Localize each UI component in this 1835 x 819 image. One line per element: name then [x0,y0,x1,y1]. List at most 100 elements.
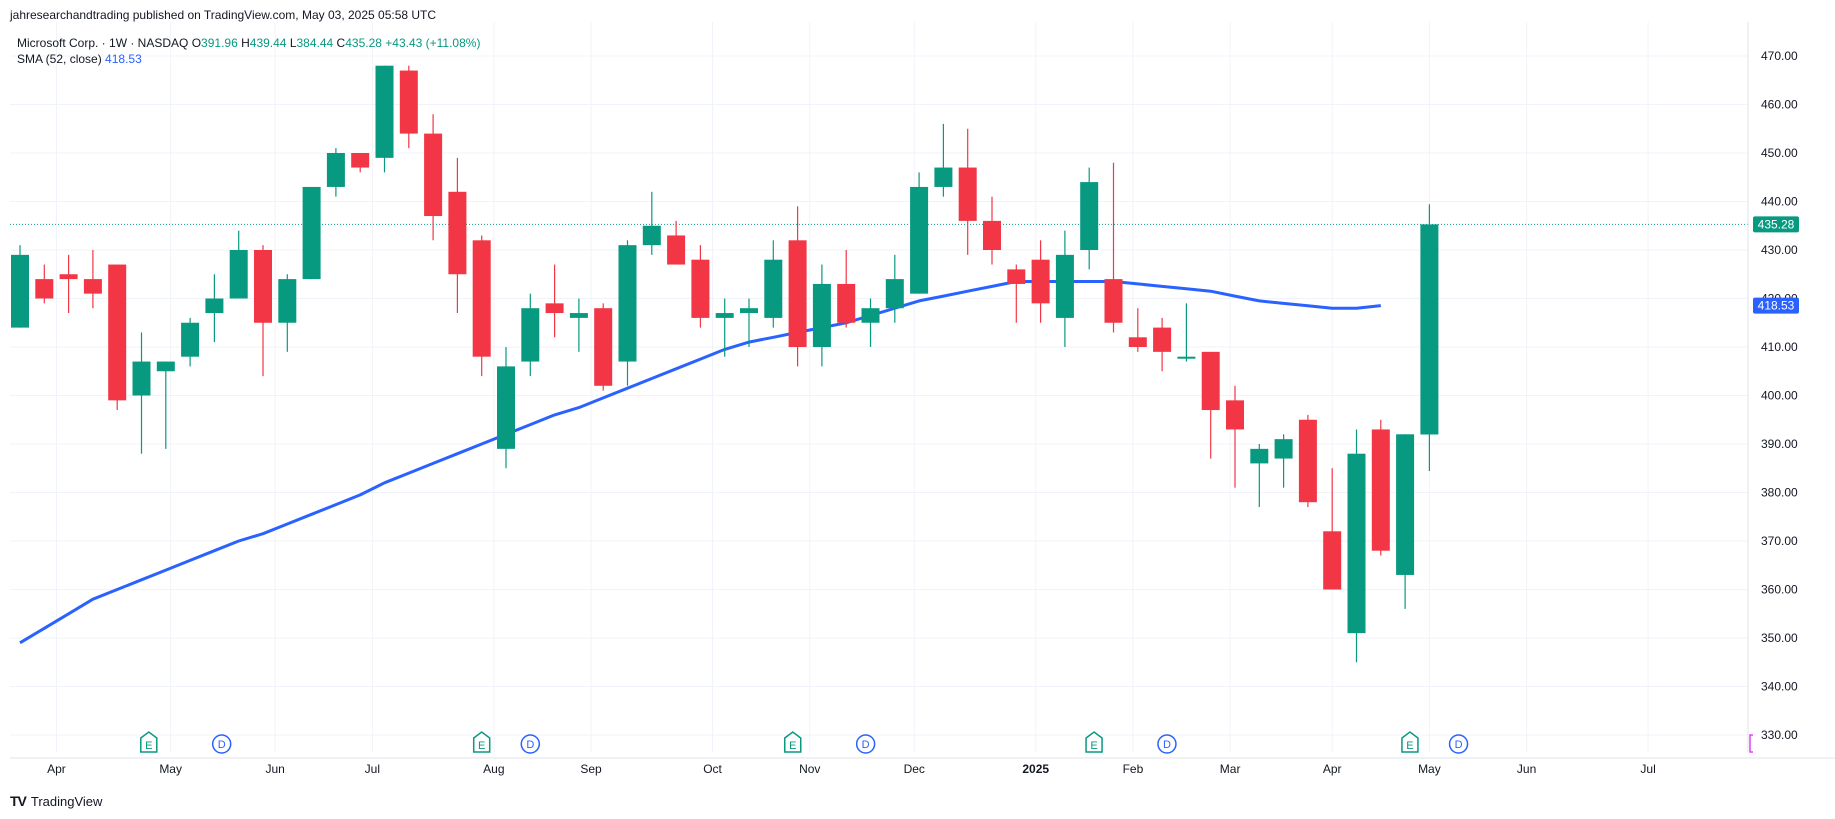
event-markers: E E E E ED D D D D [140,731,1753,754]
candle-body [812,283,831,347]
dividend-icon [520,734,541,754]
candle [764,240,783,328]
earnings-icon [783,731,802,753]
candle-body [302,186,321,280]
candle-body [1031,259,1050,304]
publish-line: jahresearchandtrading published on Tradi… [10,8,437,22]
last-price-tag: 435.28 [1753,216,1799,233]
change-value: +43.43 (+11.08%) [385,36,481,50]
tradingview-logo[interactable]: TV TradingView [10,793,102,809]
candle [788,206,807,367]
sma-price-tag-text: 418.53 [1758,299,1795,313]
candle [472,235,491,377]
grid [10,22,1748,752]
y-tick-label: 350.00 [1761,631,1798,645]
candle [594,303,613,391]
candle [1055,230,1074,347]
earnings-marker-label: E [1090,740,1097,752]
x-tick-label: Feb [1123,762,1144,776]
candle [181,317,200,367]
earnings-marker-label: E [478,740,485,752]
candle [1420,204,1439,471]
candle [983,196,1001,265]
x-tick-label: Aug [483,762,504,776]
chart-legend: Microsoft Corp. · 1W · NASDAQ O391.96 H4… [17,35,480,67]
candle [1250,444,1269,508]
candle [83,250,102,309]
candle-body [1298,419,1317,503]
sma-legend-row: SMA (52, close) 418.53 [17,51,480,67]
candle [1371,419,1390,556]
y-tick-label: 400.00 [1761,389,1798,403]
symbol-label[interactable]: Microsoft Corp. · 1W · NASDAQ [17,36,189,50]
candle [667,220,686,265]
candle-body [1177,356,1196,359]
y-tick-label: 370.00 [1761,534,1798,548]
x-tick-label: Mar [1220,762,1241,776]
dividend-marker-label: D [218,739,226,751]
x-tick-label: 2025 [1022,762,1049,776]
candle [399,65,418,149]
earnings-marker-label: E [145,740,152,752]
candle [837,250,856,328]
y-tick-label: 460.00 [1761,98,1798,112]
candle-body [278,279,297,323]
x-tick-label: Apr [1323,762,1342,776]
candle [545,264,564,338]
candle-body [205,298,224,314]
candle-body [740,308,758,314]
x-tick-label: Jun [265,762,284,776]
candle-body [181,322,200,357]
candle-body [351,153,370,168]
candle [35,264,54,304]
ohlc-legend-row: Microsoft Corp. · 1W · NASDAQ O391.96 H4… [17,35,480,51]
candle-body [59,274,78,280]
candle [205,274,224,343]
close-value: 435.28 [345,36,382,50]
candle [1226,385,1244,488]
candle-body [1347,453,1366,634]
y-tick-label: 410.00 [1761,340,1798,354]
high-label: H [241,36,250,50]
candle [1153,317,1172,372]
candle-body [83,279,102,294]
dividend-marker: D [855,734,876,754]
candle-body [1420,224,1439,435]
candle-body [132,361,151,396]
candle [740,298,758,347]
dividend-marker-label: D [862,739,870,751]
earnings-marker: E [1401,731,1419,753]
candle [1007,264,1026,323]
dividend-marker: D [1157,734,1177,754]
sma-price-tag: 418.53 [1753,297,1799,314]
x-tick-label: May [159,762,182,776]
candle-body [254,250,272,323]
earnings-icon [140,731,158,753]
candle [1323,468,1342,590]
candle-body [326,153,345,187]
dividend-icon [1448,734,1469,754]
axes: 470.00460.00450.00440.00430.00420.00410.… [10,22,1835,776]
sma-label[interactable]: SMA (52, close) [17,52,102,66]
sma-value: 418.53 [105,52,142,66]
candle-body [642,225,661,246]
candle-body [1274,439,1293,459]
x-tick-label: Jul [365,762,380,776]
candle [1031,240,1050,323]
candle [1396,434,1415,609]
sma-price-tag-box [1753,297,1799,314]
candle [934,123,953,197]
x-tick-label: Apr [47,762,66,776]
y-tick-label: 470.00 [1761,49,1798,63]
candle [59,254,78,314]
candle-body [448,191,467,275]
dividend-marker-label: D [1455,739,1463,751]
candle [1274,434,1293,488]
candle-body [472,240,491,357]
dividend-marker: D [520,734,541,754]
y-tick-label: 330.00 [1761,728,1798,742]
candle-body [545,303,564,314]
candle-body [1323,531,1342,590]
close-label: C [336,36,346,50]
